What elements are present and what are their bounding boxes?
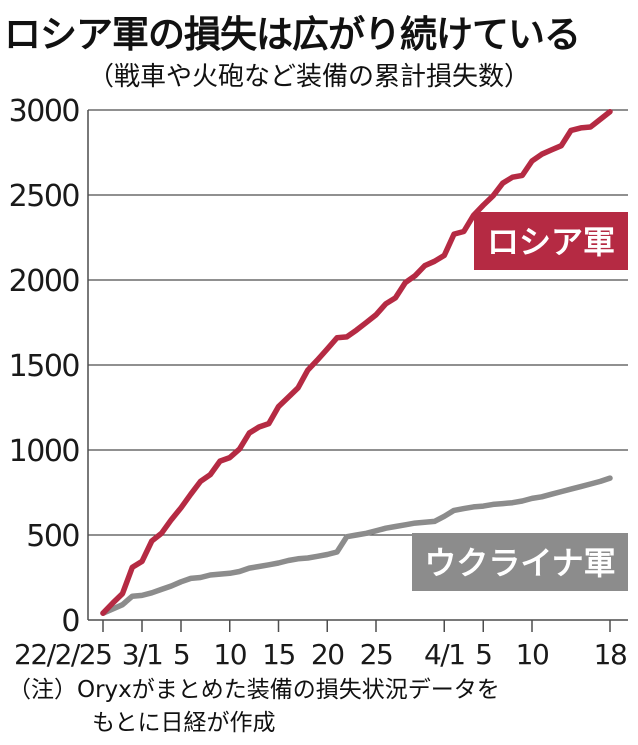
x-tick-labels: 22/2/25 3/1 5 10 15 20 25 4/1 5 10 18 bbox=[14, 638, 628, 671]
x-tick-label: 5 bbox=[173, 638, 189, 671]
series-label: ロシア軍 bbox=[487, 223, 615, 261]
y-tick-label: 2500 bbox=[9, 179, 80, 214]
series-label-box bbox=[412, 533, 628, 591]
y-tick-label: 3000 bbox=[9, 94, 80, 129]
x-tick-label: 5 bbox=[475, 638, 491, 671]
series-label-box bbox=[474, 212, 628, 270]
series-label: ウクライナ軍 bbox=[424, 544, 615, 582]
chart-title: ロシア軍の損失は広がり続けている bbox=[4, 13, 581, 56]
y-tick-label: 1500 bbox=[9, 349, 80, 384]
y-tick-label: 2000 bbox=[9, 264, 80, 299]
source-note: （注）Oryxがまとめた装備の損失状況データを もとに日経が作成 bbox=[8, 674, 500, 740]
x-tick-label: 25 bbox=[360, 638, 393, 671]
source-note-line-1: （注）Oryxがまとめた装備の損失状況データを bbox=[8, 677, 500, 703]
series-lines bbox=[100, 108, 613, 616]
series-line bbox=[100, 475, 613, 616]
axes bbox=[87, 110, 628, 632]
x-tick-label: 3/1 bbox=[122, 638, 163, 671]
series-line bbox=[100, 108, 613, 616]
x-tick-label: 22/2/25 bbox=[14, 638, 111, 671]
y-tick-label: 500 bbox=[26, 519, 79, 554]
x-tick-label: 10 bbox=[213, 638, 246, 671]
y-tick-labels: 0 500 1000 1500 2000 2500 3000 bbox=[9, 94, 81, 639]
x-tick-label: 4/1 bbox=[424, 638, 465, 671]
y-tick-label: 0 bbox=[61, 604, 79, 639]
chart-subtitle: （戦車や火砲など装備の累計損失数） bbox=[88, 62, 531, 92]
x-tick-label: 20 bbox=[311, 638, 344, 671]
line-chart: 0 500 1000 1500 2000 2500 3000 22/2/25 3/1 5 10 15… bbox=[9, 94, 628, 671]
y-tick-label: 1000 bbox=[9, 434, 80, 469]
source-note-line-2: もとに日経が作成 bbox=[92, 710, 276, 736]
x-tick-label: 10 bbox=[516, 638, 549, 671]
grid-lines bbox=[88, 109, 628, 536]
x-tick-label: 18 bbox=[594, 638, 627, 671]
x-tick-label: 15 bbox=[262, 638, 295, 671]
